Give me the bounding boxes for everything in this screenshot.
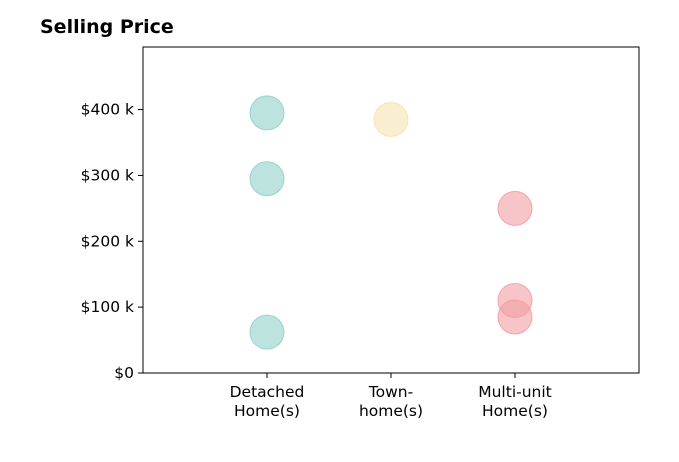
y-tick-label: $0 xyxy=(114,364,134,382)
chart-title: Selling Price xyxy=(40,16,174,38)
y-tick-label: $100 k xyxy=(81,298,134,316)
points-layer xyxy=(249,95,533,350)
data-point xyxy=(497,299,533,335)
x-axis: Detached Home(s) Town-home(s) Multi-unit Hom… xyxy=(230,373,552,420)
y-tick-label: $300 k xyxy=(81,166,134,184)
data-point xyxy=(249,161,285,197)
y-tick-label: $200 k xyxy=(81,232,134,250)
x-tick-label: Town-home(s) xyxy=(359,383,423,420)
plot-frame xyxy=(142,46,640,374)
data-point xyxy=(249,314,285,350)
x-tick-label: Detached Home(s) xyxy=(230,383,305,420)
data-point xyxy=(373,101,409,137)
y-axis: $0 $100 k $200 k $300 k $400 k xyxy=(81,101,143,382)
y-tick-label: $400 k xyxy=(81,101,134,119)
data-point xyxy=(497,190,533,226)
x-tick-label: Multi-unit Home(s) xyxy=(478,383,552,420)
data-point xyxy=(249,95,285,131)
